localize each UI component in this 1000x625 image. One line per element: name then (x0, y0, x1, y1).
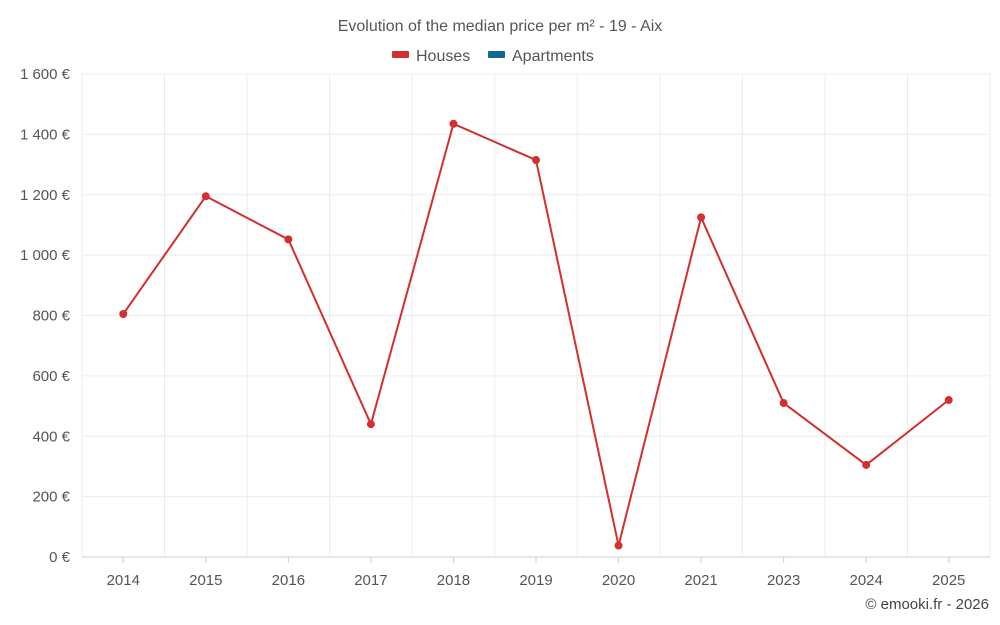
data-point-2017[interactable] (366, 420, 375, 429)
x-tick-label: 2015 (189, 572, 222, 589)
x-tick-label: 2017 (354, 572, 387, 589)
credit-text: © emooki.fr - 2026 (865, 596, 989, 613)
data-point-2020[interactable] (614, 541, 623, 550)
y-tick-label: 0 € (49, 549, 71, 566)
data-point-2024[interactable] (862, 460, 871, 469)
y-tick-label: 200 € (32, 489, 70, 506)
x-tick-label: 2023 (767, 572, 800, 589)
x-axis: 2014 2015 2016 2017 2018 2019 2020 2021 2023 2024… (82, 556, 990, 589)
legend-item-apartments[interactable]: Apartments (488, 48, 594, 65)
series-houses (119, 119, 953, 550)
data-point-2014[interactable] (119, 309, 128, 318)
legend-item-houses[interactable]: Houses (392, 48, 470, 65)
data-point-2023[interactable] (779, 399, 788, 408)
x-tick-label: 2021 (684, 572, 717, 589)
legend-label-houses: Houses (416, 48, 470, 65)
data-point-2015[interactable] (201, 192, 210, 201)
y-tick-label: 400 € (32, 428, 70, 445)
y-tick-label: 800 € (32, 308, 70, 325)
x-tick-label: 2025 (932, 572, 965, 589)
y-tick-label: 1 400 € (20, 126, 71, 143)
y-tick-label: 600 € (32, 368, 70, 385)
legend-swatch-apartments (488, 51, 505, 58)
y-tick-label: 1 000 € (20, 247, 71, 264)
y-tick-label: 1 600 € (20, 66, 71, 83)
x-tick-label: 2020 (602, 572, 635, 589)
chart-title: Evolution of the median price per m² - 1… (338, 18, 663, 35)
data-point-2025[interactable] (944, 396, 953, 405)
legend: Houses Apartments (392, 48, 594, 65)
x-tick-label: 2018 (437, 572, 470, 589)
x-tick-label: 2019 (519, 572, 552, 589)
data-point-2021[interactable] (697, 213, 706, 222)
legend-label-apartments: Apartments (512, 48, 594, 65)
y-axis: 0 € 200 € 400 € 600 € 800 € 1 000 € 1 200 € 1 4… (20, 66, 71, 566)
data-point-2019[interactable] (532, 156, 540, 165)
legend-swatch-houses (392, 51, 409, 58)
x-tick-label: 2024 (849, 572, 882, 589)
data-point-2018[interactable] (449, 119, 458, 128)
grid (81, 73, 991, 557)
x-tick-label: 2016 (272, 572, 305, 589)
data-point-2016[interactable] (284, 235, 293, 244)
x-tick-label: 2014 (107, 572, 140, 589)
y-tick-label: 1 200 € (20, 187, 71, 204)
